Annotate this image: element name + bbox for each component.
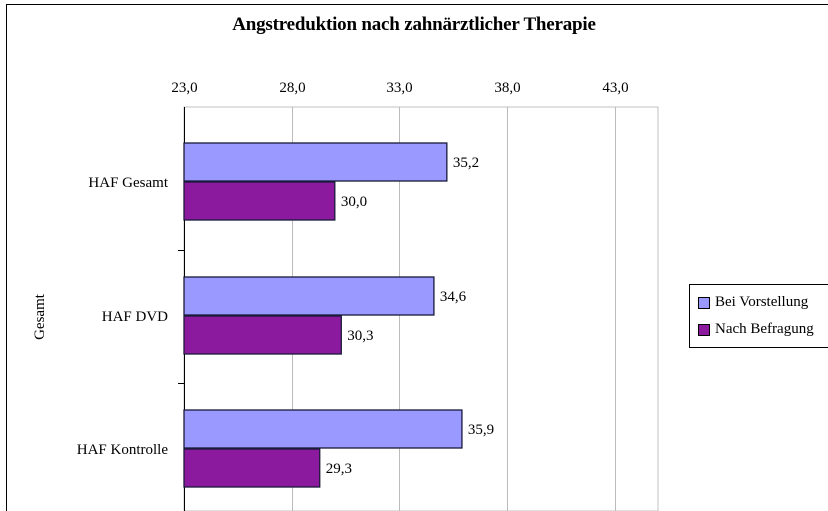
legend-item-bei-vorstellung: Bei Vorstellung: [698, 294, 808, 311]
x-tick-label: 38,0: [494, 80, 520, 96]
bar: [183, 276, 435, 316]
bar: [183, 181, 336, 221]
x-tick-label: 28,0: [279, 80, 305, 96]
data-label: 30,3: [347, 328, 373, 344]
category-label: HAF DVD: [102, 309, 168, 325]
bar: [183, 409, 463, 449]
bar: [183, 142, 448, 182]
chart-title: Angstreduktion nach zahnärztlicher Thera…: [232, 14, 596, 35]
data-label: 29,3: [326, 461, 352, 477]
data-label: 35,2: [453, 155, 479, 171]
category-label: HAF Gesamt: [88, 175, 168, 191]
bar: [183, 448, 321, 488]
legend-item-nach-befragung: Nach Befragung: [698, 321, 814, 338]
chart-frame: [6, 4, 828, 511]
data-label: 30,0: [341, 194, 367, 210]
data-label: 35,9: [468, 422, 494, 438]
x-tick-label: 43,0: [602, 80, 628, 96]
bar: [183, 315, 342, 355]
legend: Bei Vorstellung Nach Befragung: [689, 284, 828, 348]
x-tick-label: 33,0: [386, 80, 412, 96]
legend-label-bei-vorstellung: Bei Vorstellung: [715, 294, 809, 310]
x-tick-label: 23,0: [171, 80, 197, 96]
legend-swatch-bei-vorstellung: [698, 296, 710, 309]
category-label: HAF Kontrolle: [77, 442, 169, 458]
legend-label-nach-befragung: Nach Befragung: [715, 321, 814, 337]
group-label: Gesamt: [32, 293, 48, 340]
legend-swatch-nach-befragung: [698, 323, 710, 336]
data-label: 34,6: [440, 289, 467, 305]
